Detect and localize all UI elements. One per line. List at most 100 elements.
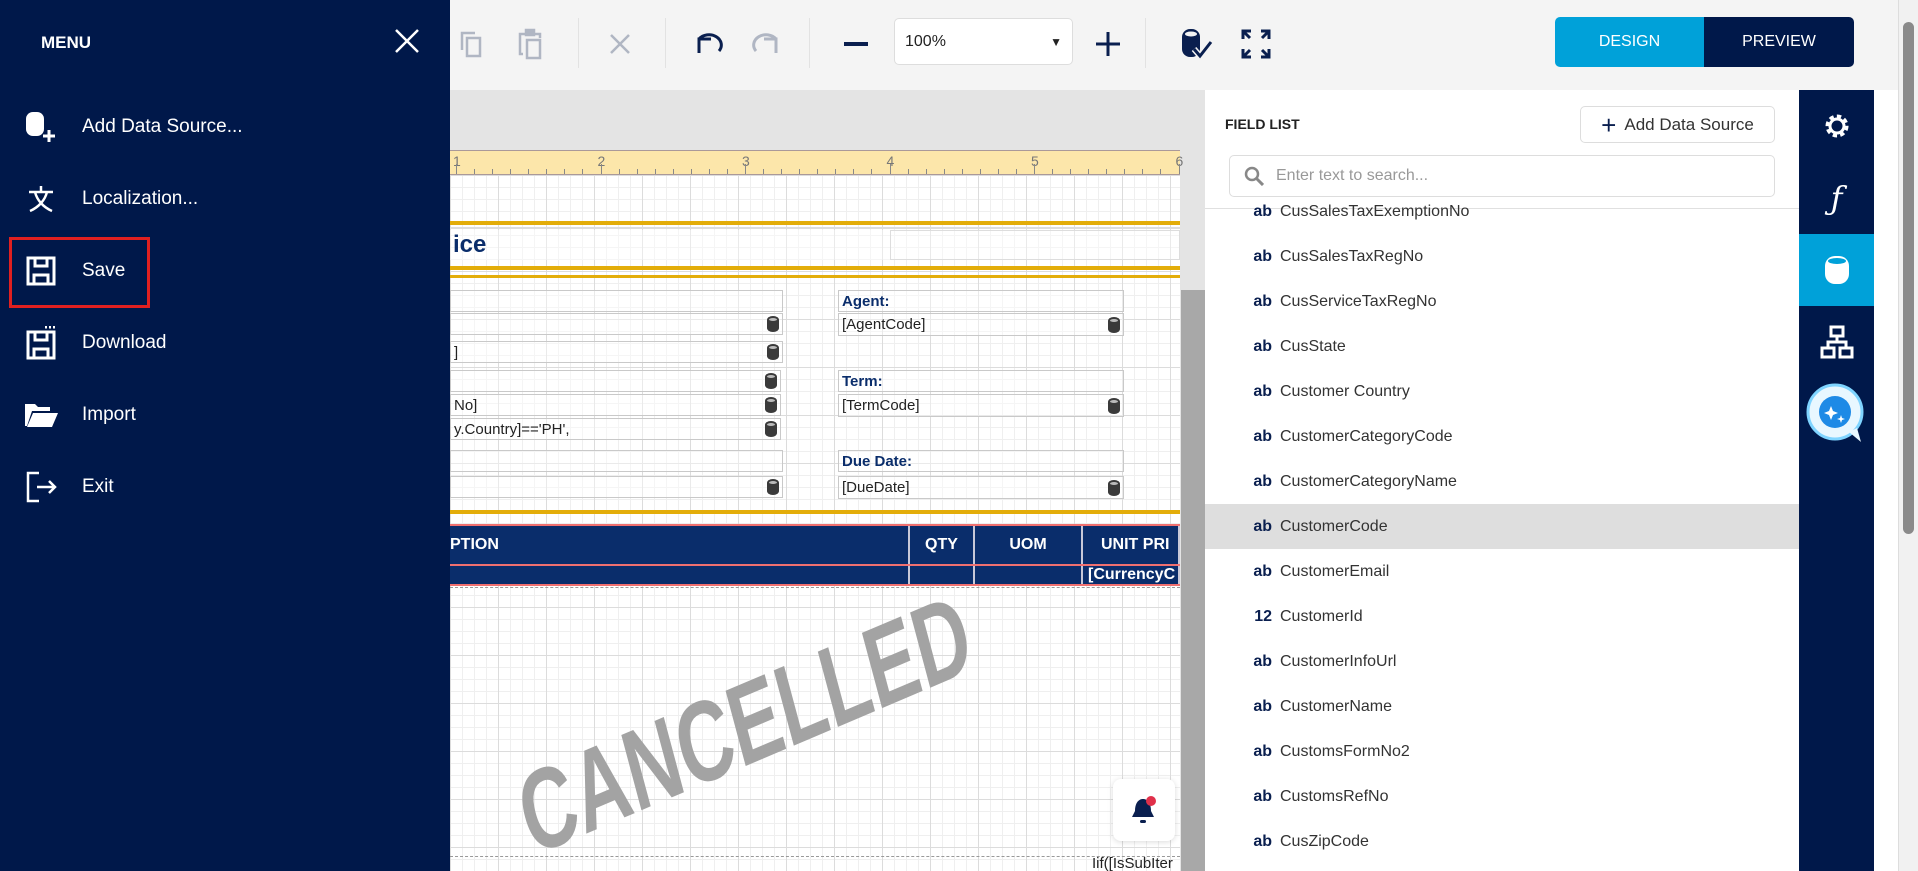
field-item[interactable]: ab CustomsRefNo [1205, 774, 1799, 819]
currency-field[interactable]: [CurrencyC [1083, 566, 1180, 584]
field-text: ] [454, 343, 459, 361]
due-date-label[interactable]: Due Date: [838, 450, 1124, 472]
field-name: CustomerEmail [1280, 562, 1390, 580]
column-header-qty[interactable]: QTY [910, 526, 975, 564]
database-icon [1108, 397, 1120, 414]
field-item[interactable]: ab CustomerName [1205, 684, 1799, 729]
ruler-tick [690, 169, 692, 174]
report-tree-icon[interactable] [1799, 306, 1874, 378]
field-item[interactable]: ab CusServiceTaxRegNo [1205, 279, 1799, 324]
field-box[interactable]: No] [450, 394, 781, 416]
field-box[interactable] [450, 370, 781, 392]
ruler-tick [654, 169, 656, 174]
field-item[interactable]: ab CustomerCategoryCode [1205, 414, 1799, 459]
menu-item-label: Download [82, 332, 167, 353]
ai-assistant-icon[interactable] [1799, 378, 1874, 450]
string-type-icon: ab [1253, 562, 1272, 580]
copy-icon[interactable] [451, 24, 491, 64]
string-type-icon: ab [1253, 292, 1272, 310]
field-box[interactable] [450, 450, 783, 472]
field-item[interactable]: ab CustomerEmail [1205, 549, 1799, 594]
zoom-select[interactable]: 100% ▼ [894, 18, 1073, 65]
delete-icon[interactable] [600, 24, 640, 64]
field-list-panel: FIELD LIST + Add Data Source Enter text t… [1205, 90, 1799, 871]
design-tab[interactable]: DESIGN [1555, 17, 1704, 67]
field-search-input[interactable]: Enter text to search... [1229, 155, 1775, 197]
due-date-field[interactable]: [DueDate] [838, 476, 1124, 499]
redo-icon[interactable] [747, 24, 787, 64]
field-name: CustomerName [1280, 697, 1393, 715]
field-item[interactable]: ab CustomerCode [1205, 504, 1799, 549]
report-page[interactable]: ice ] No] y.Country]=='PH', Agent: [Agen… [450, 175, 1180, 871]
ruler-tick [889, 164, 891, 174]
close-icon[interactable] [392, 26, 422, 56]
agent-field[interactable]: [AgentCode] [838, 313, 1124, 336]
paste-icon[interactable] [510, 24, 550, 64]
ruler-tick [817, 169, 818, 174]
undo-icon[interactable] [688, 24, 728, 64]
ruler-tick [1124, 169, 1125, 174]
field-box[interactable] [450, 290, 783, 312]
canvas-scrollbar[interactable] [1181, 290, 1205, 871]
field-name: CustomerCategoryName [1280, 472, 1457, 490]
field-item[interactable]: 12 CustomerId [1205, 594, 1799, 639]
ruler-tick [799, 169, 800, 174]
field-item[interactable]: ab CusSalesTaxRegNo [1205, 234, 1799, 279]
field-box[interactable]: ] [450, 341, 783, 363]
ruler-tick [600, 164, 602, 174]
report-canvas[interactable]: 1 2 3 4 5 6 ice ] No] y.Country]=='PH', Agent… [450, 90, 1205, 871]
ruler-tick [1106, 169, 1107, 174]
ruler-tick [582, 169, 583, 174]
column-header-unit-price[interactable]: UNIT PRI [1083, 526, 1180, 564]
footer-expression[interactable]: Iif([IsSubIter [1092, 855, 1173, 871]
notification-button[interactable] [1113, 779, 1175, 841]
column-header-uom[interactable]: UOM [975, 526, 1083, 564]
field-box[interactable] [450, 313, 783, 335]
page-scrollbar[interactable] [1898, 0, 1918, 871]
scrollbar-thumb[interactable] [1903, 22, 1914, 534]
string-type-icon: ab [1253, 382, 1272, 400]
field-box[interactable] [450, 476, 783, 498]
field-item[interactable]: ab CustomerInfoUrl [1205, 639, 1799, 684]
string-type-icon: ab [1253, 787, 1272, 805]
field-box[interactable]: y.Country]=='PH', [450, 418, 781, 440]
term-field[interactable]: [TermCode] [838, 394, 1124, 417]
add-data-source-button[interactable]: + Add Data Source [1580, 106, 1775, 143]
menu-item-add-data-source[interactable]: Add Data Source... [0, 92, 450, 162]
menu-item-download[interactable]: Download [0, 308, 450, 378]
agent-label[interactable]: Agent: [838, 290, 1124, 312]
fullscreen-icon[interactable] [1236, 24, 1276, 64]
ruler-tick [925, 169, 927, 174]
field-name: Customer Country [1280, 382, 1410, 400]
menu-item-localization[interactable]: Localization... [0, 164, 450, 234]
menu-item-import[interactable]: Import [0, 380, 450, 450]
field-item[interactable]: ab CusZipCode [1205, 819, 1799, 864]
preview-tab[interactable]: PREVIEW [1704, 17, 1854, 67]
menu-item-exit[interactable]: Exit [0, 452, 450, 522]
field-item[interactable]: ab CusSalesTaxExemptionNo [1205, 199, 1799, 234]
ruler-tick [1178, 164, 1180, 174]
field-item[interactable]: ab Customer Country [1205, 369, 1799, 414]
field-text: No] [454, 396, 478, 414]
field-item[interactable]: ab CusState [1205, 324, 1799, 369]
ruler-tick [1015, 169, 1017, 174]
zoom-out-icon[interactable] [836, 24, 876, 64]
field-name: CustomerCategoryCode [1280, 427, 1453, 445]
menu-item-save[interactable]: Save [0, 236, 450, 306]
function-icon[interactable]: ƒ [1830, 179, 1843, 217]
database-icon[interactable] [1799, 234, 1874, 306]
zoom-in-icon[interactable] [1088, 24, 1128, 64]
string-type-icon: ab [1253, 742, 1272, 760]
ruler-label: 5 [1031, 153, 1039, 169]
field-item[interactable]: ab CustomsFormNo2 [1205, 729, 1799, 774]
ruler-tick [726, 169, 728, 174]
settings-icon[interactable] [1799, 90, 1874, 162]
database-icon [765, 397, 777, 413]
mode-switch: DESIGN PREVIEW [1555, 17, 1854, 67]
term-label[interactable]: Term: [838, 370, 1124, 392]
ruler-tick [1070, 169, 1071, 174]
string-type-icon: ab [1253, 697, 1272, 715]
column-header-description[interactable]: PTION [450, 526, 910, 564]
validate-data-icon[interactable] [1176, 24, 1216, 64]
field-item[interactable]: ab CustomerCategoryName [1205, 459, 1799, 504]
